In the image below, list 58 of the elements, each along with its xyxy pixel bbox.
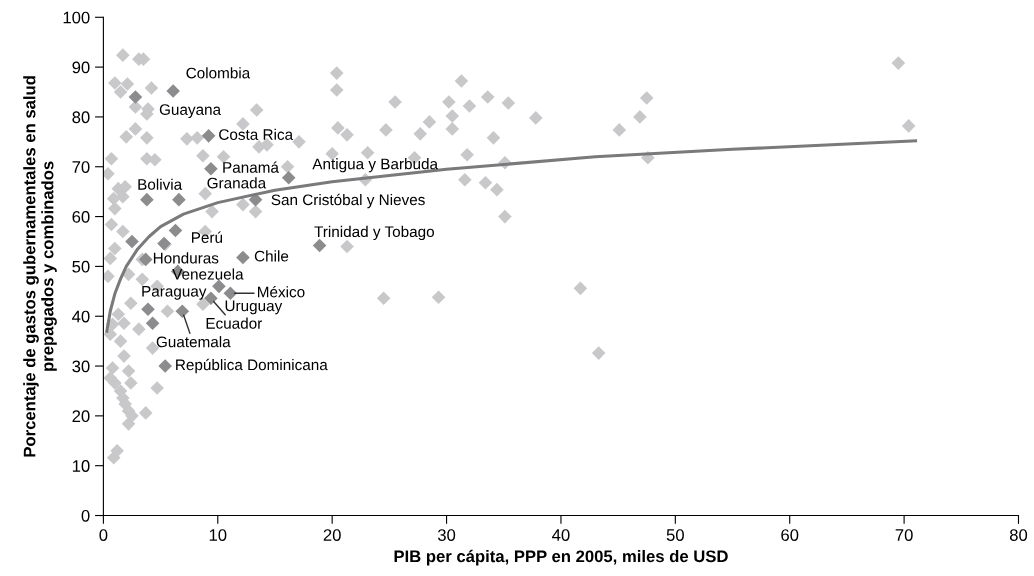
point	[140, 192, 154, 207]
point	[201, 129, 216, 143]
point	[204, 161, 218, 176]
x-tick-label: 70	[895, 529, 913, 541]
x-tick-label: 80	[1009, 529, 1028, 541]
annotation: Honduras	[153, 252, 219, 264]
point	[168, 223, 183, 238]
point	[236, 250, 250, 265]
annotation: México	[258, 286, 305, 298]
annotation: Granada	[207, 177, 267, 189]
x-tick-label: 60	[781, 529, 799, 541]
annotation: Ecuador	[206, 317, 263, 329]
x-tick-label: 40	[552, 529, 570, 541]
y-tick-label: 80	[72, 111, 90, 124]
point	[312, 238, 327, 253]
y-tick-label: 40	[72, 310, 90, 323]
point	[158, 359, 172, 373]
x-tick-label: 0	[99, 529, 108, 541]
point	[125, 234, 139, 249]
x-tick-label: 30	[437, 529, 456, 541]
point	[166, 84, 180, 98]
point	[223, 286, 238, 301]
y-tick-label: 10	[72, 460, 90, 472]
annotation: Antigua y Barbuda	[312, 158, 439, 173]
x-axis-title: PIB per cápita, PPP en 2005, miles de USD	[394, 549, 728, 566]
y-tick-label: 0	[81, 509, 90, 522]
annotation: Uruguay	[225, 300, 283, 315]
annotation: Paraguay	[142, 286, 207, 300]
point	[175, 304, 190, 319]
x-tick-label: 10	[209, 529, 227, 541]
y-tick-label: 100	[63, 11, 90, 24]
y-tick-label: 20	[72, 410, 90, 423]
annotation: Panamá	[223, 161, 279, 173]
annotation: Guayana	[159, 104, 222, 119]
point	[212, 279, 226, 294]
annotation: Perú	[191, 231, 223, 243]
annotation: San Cristóbal y Nieves	[271, 193, 425, 209]
annotation: Trinidad y Tobago	[314, 225, 434, 241]
point	[128, 90, 143, 104]
annotation: Colombia	[186, 67, 251, 79]
annotation: Guatemala	[156, 336, 231, 348]
point	[141, 302, 155, 317]
point	[145, 316, 160, 330]
x-tick-label: 50	[666, 529, 684, 541]
y-tick-label: 60	[72, 210, 90, 223]
annotation: Bolivia	[138, 178, 183, 190]
y-axis-title: Porcentaje de gastos gubernamentales en salud prepagados y combinados	[23, 76, 57, 457]
point	[281, 170, 296, 185]
y-tick-label: 70	[72, 161, 90, 173]
y-tick-label: 30	[72, 360, 90, 373]
annotation: Chile	[254, 250, 289, 262]
y-tick-label: 90	[72, 61, 90, 74]
point	[172, 192, 186, 207]
annotation: República Dominicana	[176, 358, 328, 374]
x-tick-label: 20	[323, 529, 341, 541]
annotation: Costa Rica	[219, 128, 294, 140]
annotation: Venezuela	[172, 268, 244, 280]
y-tick-label: 50	[72, 260, 90, 273]
